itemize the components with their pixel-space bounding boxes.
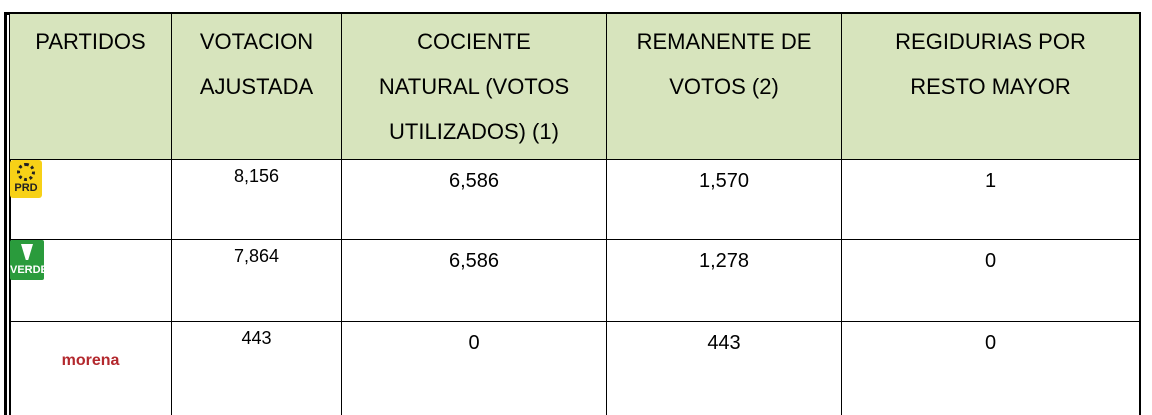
left-border-inner: [9, 12, 11, 415]
header-cell: REMANENTE DE VOTOS (2): [607, 14, 842, 160]
data-cell: 443: [172, 322, 342, 415]
party-label: VERDE: [10, 264, 48, 276]
data-cell: 8,156: [172, 160, 342, 240]
party-cell: VERDE: [10, 240, 172, 322]
party-cell: morena: [10, 322, 172, 415]
header-text: RESTO MAYOR: [910, 74, 1071, 99]
header-text: VOTACION: [199, 29, 314, 54]
header-text: VOTOS (2): [669, 74, 779, 99]
data-cell: 1,570: [607, 160, 842, 240]
header-cell: REGIDURIAS POR RESTO MAYOR: [842, 14, 1140, 160]
prd-logo: PRD: [10, 160, 42, 198]
sun: [17, 163, 35, 181]
header-text: NATURAL (VOTOS: [378, 74, 570, 99]
party-label: PRD: [14, 182, 38, 194]
header-text: PARTIDOS: [35, 29, 146, 54]
right-border: [1139, 12, 1141, 415]
header-text: UTILIZADOS) (1): [389, 119, 559, 144]
data-cell: 0: [342, 322, 607, 415]
toucan: [21, 244, 33, 260]
data-cell: 6,586: [342, 240, 607, 322]
verde-logo: VERDE: [10, 240, 48, 280]
data-cell: 0: [842, 322, 1140, 415]
header-cell: VOTACION AJUSTADA: [172, 14, 342, 160]
header-cell: COCIENTE NATURAL (VOTOS UTILIZADOS) (1): [342, 14, 607, 160]
header-text: AJUSTADA: [199, 74, 314, 99]
header-text: REGIDURIAS POR: [895, 29, 1086, 54]
data-cell: 0: [842, 240, 1140, 322]
party-label: morena: [61, 352, 120, 369]
data-cell: 1,278: [607, 240, 842, 322]
header-cell: PARTIDOS: [10, 14, 172, 160]
header-text: REMANENTE DE: [636, 29, 812, 54]
data-cell: 7,864: [172, 240, 342, 322]
left-border: [4, 12, 7, 415]
top-border: [4, 12, 1141, 15]
header-text: COCIENTE: [417, 29, 531, 54]
data-cell: 443: [607, 322, 842, 415]
party-cell: PRD: [10, 160, 172, 240]
data-cell: 6,586: [342, 160, 607, 240]
data-cell: 1: [842, 160, 1140, 240]
